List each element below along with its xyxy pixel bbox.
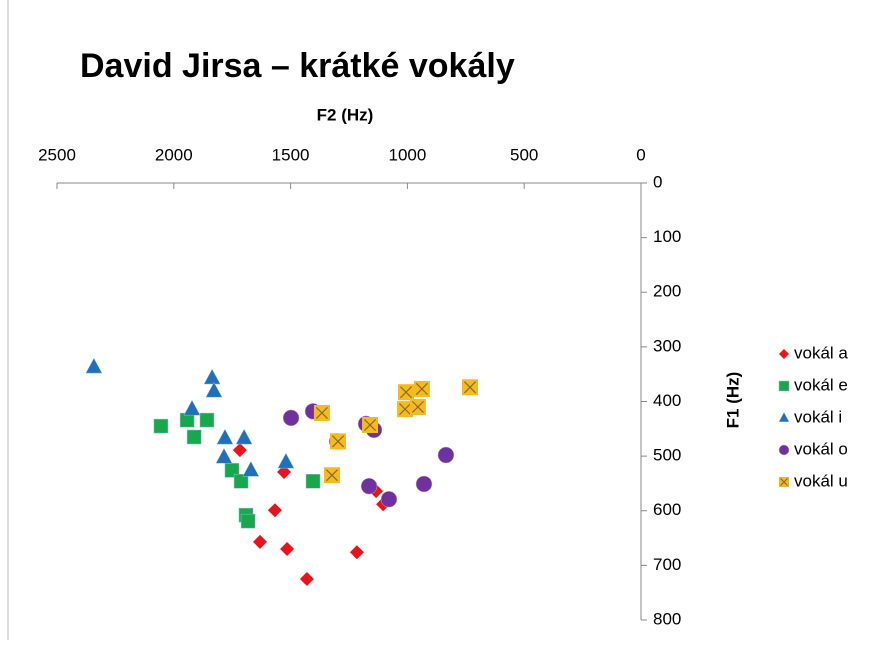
point-part <box>399 386 413 399</box>
point <box>252 534 267 549</box>
point <box>415 475 433 493</box>
legend-marker <box>778 444 790 456</box>
point <box>203 368 221 385</box>
point <box>242 461 260 477</box>
point <box>232 443 247 458</box>
point <box>397 401 414 418</box>
legend-label: vokál i <box>794 407 842 426</box>
point <box>186 429 202 445</box>
point <box>437 446 455 464</box>
point <box>240 513 256 529</box>
y-tick-label: 300 <box>653 336 681 355</box>
legend-label: vokál u <box>794 471 848 490</box>
point <box>362 416 379 433</box>
point-part <box>399 403 412 416</box>
x-axis-label: F2 (Hz) <box>317 105 374 124</box>
point-part <box>331 435 345 448</box>
point <box>235 428 253 445</box>
legend-marker <box>779 349 789 359</box>
point <box>205 381 223 398</box>
point <box>277 452 295 469</box>
point <box>199 412 215 428</box>
point <box>216 428 234 445</box>
x-tick-label: 0 <box>636 145 645 164</box>
point <box>85 357 103 374</box>
x-tick-label: 2500 <box>38 145 76 164</box>
point <box>280 541 295 556</box>
point-part <box>463 381 477 394</box>
point <box>397 384 414 401</box>
point <box>299 572 314 587</box>
legend-marker <box>778 380 790 392</box>
x-tick-label: 2000 <box>155 145 193 164</box>
point <box>413 380 430 397</box>
point <box>153 418 169 434</box>
point-part <box>415 382 428 395</box>
x-tick-label: 1500 <box>272 145 310 164</box>
y-tick-label: 0 <box>653 172 662 191</box>
point-part <box>325 469 338 482</box>
y-tick-label: 500 <box>653 446 681 465</box>
point <box>183 399 201 416</box>
point <box>349 545 364 560</box>
point <box>462 379 479 396</box>
point <box>277 464 292 479</box>
y-axis-label: F1 (Hz) <box>723 372 742 429</box>
point <box>360 477 378 495</box>
x-tick-label: 1000 <box>388 145 426 164</box>
y-tick-label: 700 <box>653 555 681 574</box>
point-part <box>363 418 377 432</box>
point <box>267 503 282 518</box>
point <box>313 404 330 421</box>
point-part <box>411 400 424 413</box>
legend-marker <box>778 411 790 422</box>
point <box>233 474 249 489</box>
point <box>282 409 300 427</box>
legend-marker <box>779 477 789 487</box>
point <box>215 447 233 464</box>
y-tick-label: 100 <box>653 227 681 246</box>
point <box>409 398 426 415</box>
y-tick-label: 200 <box>653 282 681 301</box>
point <box>305 474 321 489</box>
point-part <box>315 406 328 419</box>
legend-label: vokál a <box>794 343 848 362</box>
y-tick-label: 800 <box>653 609 681 628</box>
point <box>380 491 398 508</box>
point <box>330 433 347 450</box>
y-tick-label: 600 <box>653 500 681 519</box>
legend-label: vokál o <box>794 439 848 458</box>
y-tick-label: 400 <box>653 391 681 410</box>
chart-title: David Jirsa – krátké vokály <box>80 47 515 85</box>
point-part <box>780 478 788 486</box>
x-tick-label: 500 <box>510 145 538 164</box>
legend-label: vokál e <box>794 375 848 394</box>
point <box>323 467 340 484</box>
